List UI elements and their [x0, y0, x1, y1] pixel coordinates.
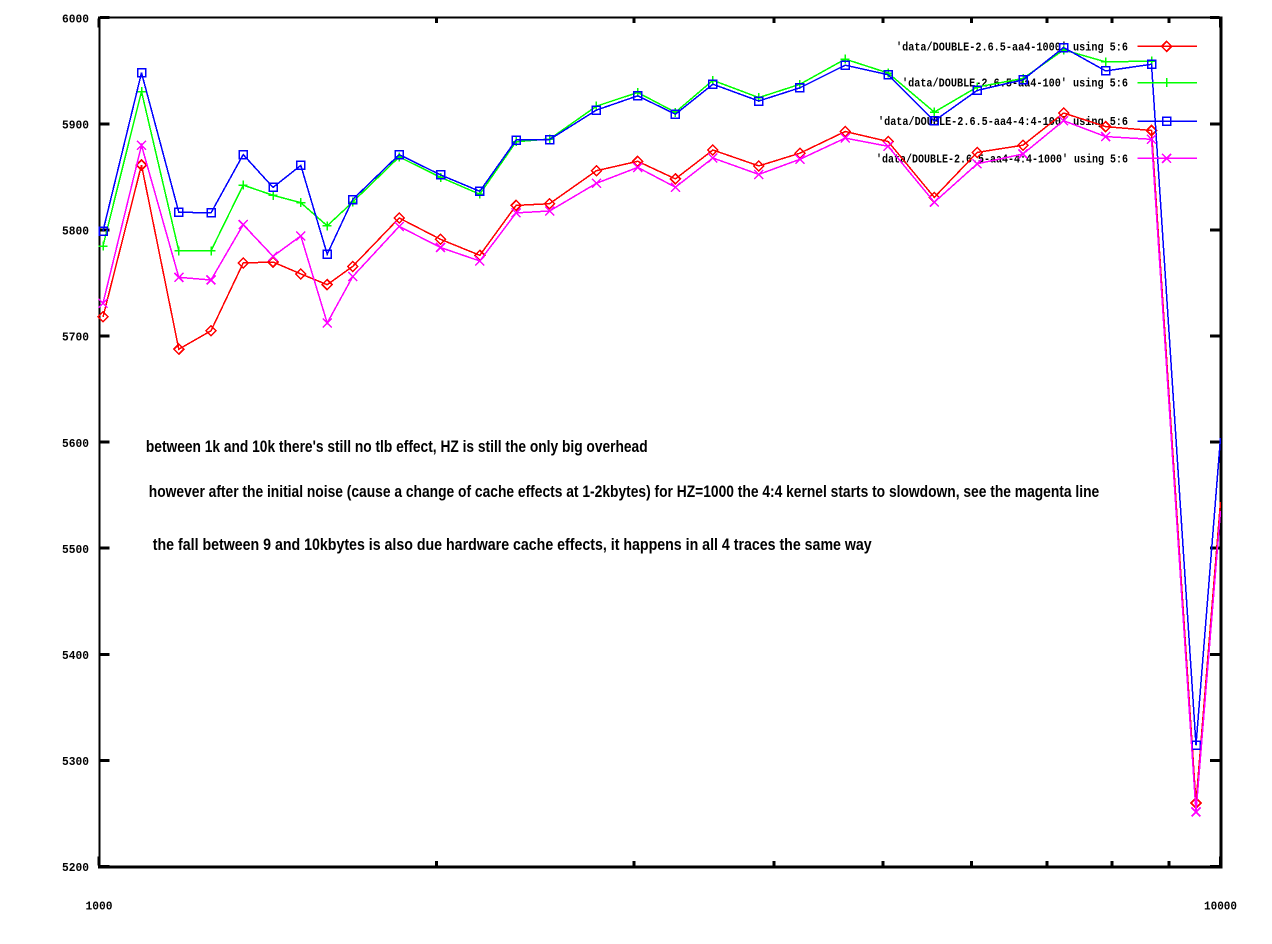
svg-text:6000: 6000	[62, 12, 89, 26]
svg-text:between 1k and 10k there's sti: between 1k and 10k there's still no tlb …	[146, 437, 648, 456]
svg-text:5400: 5400	[62, 649, 89, 663]
svg-text:1000: 1000	[85, 899, 112, 913]
svg-text:however after the initial nois: however after the initial noise (cause a…	[149, 482, 1099, 501]
svg-text:5200: 5200	[62, 861, 89, 875]
svg-text:5800: 5800	[62, 225, 89, 239]
svg-text:5900: 5900	[62, 118, 89, 132]
svg-text:'data/DOUBLE-2.6.5-aa4-4:4-100: 'data/DOUBLE-2.6.5-aa4-4:4-1000' using 5…	[876, 152, 1128, 166]
svg-text:5700: 5700	[62, 331, 89, 345]
svg-text:5600: 5600	[62, 437, 89, 451]
svg-text:'data/DOUBLE-2.6.5-aa4-100' us: 'data/DOUBLE-2.6.5-aa4-100' using 5:6	[902, 77, 1128, 91]
svg-text:5300: 5300	[62, 755, 89, 769]
svg-text:5500: 5500	[62, 543, 89, 557]
svg-text:'data/DOUBLE-2.6.5-aa4-1000' u: 'data/DOUBLE-2.6.5-aa4-1000' using 5:6	[896, 40, 1128, 54]
svg-text:10000: 10000	[1204, 899, 1237, 913]
svg-text:the fall between 9 and 10kbyte: the fall between 9 and 10kbytes is also …	[153, 535, 872, 554]
